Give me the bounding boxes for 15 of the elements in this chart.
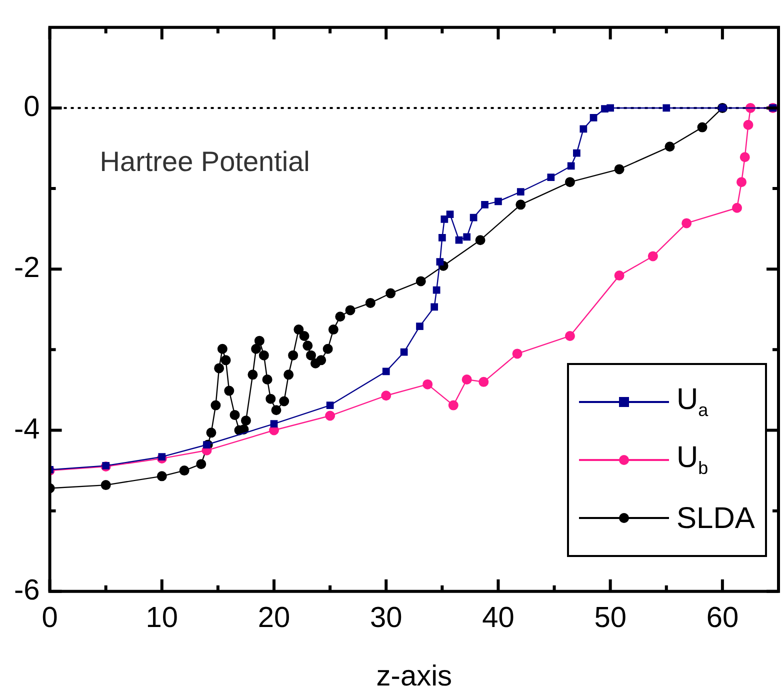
x-axis-title: z-axis: [376, 660, 452, 693]
x-tick-label: 30: [370, 602, 402, 634]
annotation: Hartree Potential: [100, 146, 310, 178]
legend-label: SLDA: [676, 502, 755, 535]
x-tick-label: 60: [706, 602, 739, 634]
x-tick-label: 20: [258, 602, 290, 634]
y-tick-label: -4: [14, 413, 40, 446]
legend-label: U$_{b}$: [676, 441, 708, 480]
x-tick-label: 40: [482, 602, 514, 634]
y-tick-label: -2: [14, 252, 40, 284]
y-tick-label: -6: [14, 574, 40, 606]
legend-label: U$_{a}$: [676, 383, 708, 422]
x-tick-label: 50: [594, 602, 626, 634]
y-tick-label: 0: [24, 90, 40, 123]
x-tick-label: 10: [146, 602, 178, 634]
